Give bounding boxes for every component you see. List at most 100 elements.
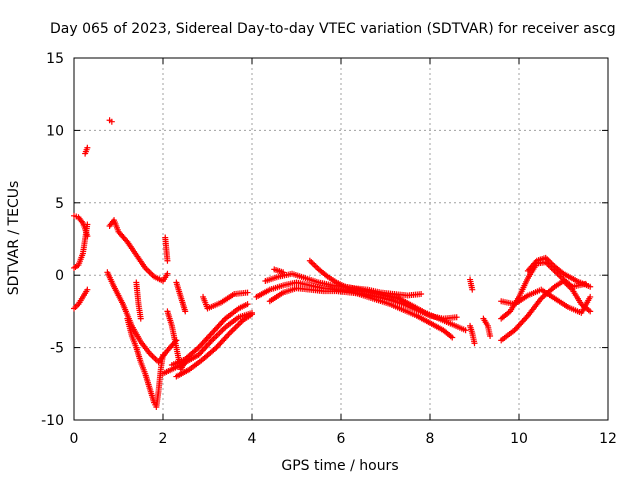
series-arc-24 [480, 315, 494, 340]
data-marker [453, 314, 460, 321]
data-marker [217, 328, 224, 335]
data-marker [587, 293, 594, 300]
data-marker [72, 304, 79, 311]
data-marker [587, 308, 594, 315]
x-tick-label: 6 [337, 431, 346, 447]
data-marker [216, 330, 223, 337]
data-marker [71, 305, 77, 312]
series-arc-18 [262, 270, 469, 334]
ticks: 0 2 4 6 8 10 12 15 10 5 0 -5 -10 [41, 51, 617, 447]
y-tick-label: 10 [46, 123, 64, 139]
series-arc-12 [173, 279, 189, 315]
data-marker [108, 118, 115, 125]
data-marker [487, 333, 494, 340]
data-marker [231, 325, 238, 332]
series-arc-16 [200, 289, 251, 312]
data-marker [84, 286, 91, 293]
data-marker [311, 262, 318, 269]
data-marker [164, 270, 171, 277]
data-marker [418, 291, 425, 298]
data-marker [219, 327, 226, 334]
series-arc-09 [133, 279, 144, 322]
data-marker [244, 289, 251, 296]
data-marker [235, 321, 242, 328]
series-arc-19 [266, 285, 460, 322]
grid [74, 58, 608, 420]
x-tick-label: 0 [70, 431, 79, 447]
data-marker [471, 340, 478, 347]
data-marker [308, 259, 315, 266]
data-marker [547, 259, 554, 266]
series-arc-08 [124, 315, 166, 410]
data-marker [237, 319, 244, 326]
data-marker [280, 269, 287, 276]
series-arc-21 [306, 257, 425, 299]
y-tick-label: 5 [55, 196, 64, 212]
data-marker [462, 327, 469, 334]
data-marker [309, 260, 316, 267]
data-marker [306, 257, 313, 264]
series-arc-27 [498, 277, 594, 344]
data-marker [148, 270, 155, 277]
y-tick-label: -5 [50, 341, 64, 357]
y-tick-label: 15 [46, 51, 64, 67]
chart-title: Day 065 of 2023, Sidereal Day-to-day VTE… [50, 21, 616, 37]
data-marker [84, 221, 91, 228]
data-marker [234, 322, 241, 329]
y-tick-label: 0 [55, 268, 64, 284]
series-arc-04 [82, 144, 91, 157]
data-marker [145, 267, 152, 274]
data-marker [229, 327, 236, 334]
series-arc-10 [162, 234, 171, 264]
y-tick-label: -10 [41, 413, 64, 429]
data-marker [211, 334, 218, 341]
series-arc-07 [104, 269, 180, 366]
x-tick-label: 8 [426, 431, 435, 447]
x-tick-label: 4 [248, 431, 257, 447]
series-arc-28 [524, 254, 594, 290]
data-marker [164, 257, 171, 264]
series-arc-23 [467, 322, 478, 347]
data-marker [220, 325, 227, 332]
y-axis-label: SDTVAR / TECUs [6, 181, 22, 296]
series-arc-02 [71, 221, 91, 271]
x-tick-label: 12 [599, 431, 617, 447]
series-arc-13 [168, 301, 251, 368]
x-tick-label: 2 [159, 431, 168, 447]
data-marker [249, 309, 255, 316]
data-marker [137, 315, 144, 322]
series-arc-20 [271, 266, 287, 276]
data-marker [214, 331, 221, 338]
data-marker [210, 335, 217, 342]
data-marker [312, 263, 319, 270]
data-marker [469, 286, 476, 293]
data-marker [544, 256, 551, 263]
data-marker [548, 260, 555, 267]
data-marker [146, 269, 153, 276]
data-marker [151, 354, 158, 361]
series-arc-22 [467, 276, 476, 293]
series-arc-05 [106, 117, 115, 125]
data-marker [160, 351, 166, 358]
data-marker [244, 301, 251, 308]
data-marker [587, 283, 594, 290]
data-marker [149, 353, 156, 360]
data-marker [232, 324, 239, 331]
data-markers [71, 117, 594, 410]
series-arc-14 [173, 311, 255, 380]
x-tick-label: 10 [510, 431, 528, 447]
series-arc-06 [106, 217, 171, 284]
data-marker [84, 144, 91, 151]
series-arc-25 [498, 286, 594, 316]
data-marker [449, 334, 456, 341]
data-marker [213, 333, 220, 340]
data-marker [228, 328, 235, 335]
data-marker [152, 356, 159, 363]
data-marker [182, 308, 189, 315]
x-axis-label: GPS time / hours [281, 458, 398, 474]
series-arc-03 [71, 286, 91, 312]
series-arc-15 [160, 309, 255, 377]
series-arc-11 [164, 308, 189, 373]
data-marker [148, 351, 155, 358]
